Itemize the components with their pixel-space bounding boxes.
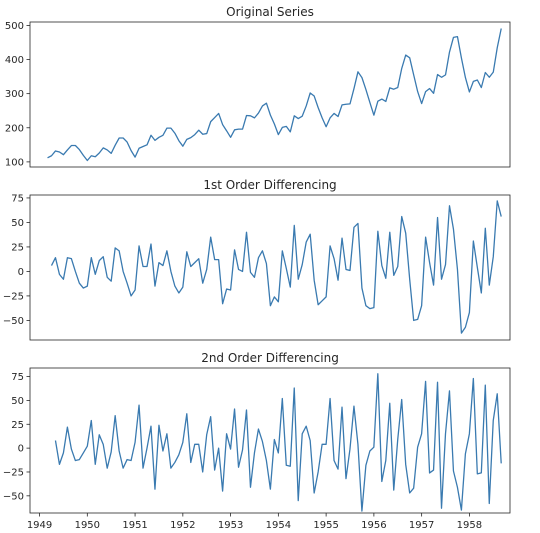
x-tick-label: 1952 (170, 520, 195, 531)
chart-panel-2: 1st Order Differencing −50 −25 0 25 50 75 (3, 178, 511, 341)
panel-title: Original Series (226, 5, 314, 19)
x-tick-label: 1955 (313, 520, 338, 531)
y-tick-label: 400 (5, 55, 24, 66)
y-tick-label: 300 (5, 89, 24, 100)
chart-panel-3: 2nd Order Differencing −50 −25 0 25 50 75 1949 1… (3, 351, 511, 531)
x-tick-label: 1954 (266, 520, 291, 531)
panel-title: 2nd Order Differencing (201, 351, 339, 365)
y-tick-label: 500 (5, 21, 24, 32)
y-tick-label: 25 (11, 242, 24, 253)
x-tick-label: 1956 (361, 520, 386, 531)
y-tick-label: 0 (18, 267, 24, 278)
y-tick-label: 200 (5, 123, 24, 134)
x-tick-label: 1953 (218, 520, 243, 531)
series-line-1 (54, 373, 502, 512)
x-tick-label: 1951 (122, 520, 147, 531)
y-tick-label: 75 (11, 372, 24, 383)
y-tick-label: 75 (11, 193, 24, 204)
y-tick-label: 50 (11, 218, 24, 229)
x-tick-label: 1949 (27, 520, 52, 531)
axes-frame (29, 367, 511, 514)
x-tick-label: 1957 (409, 520, 434, 531)
series-line-1 (50, 200, 502, 334)
x-tick-label: 1950 (75, 520, 100, 531)
panel-title: 1st Order Differencing (203, 178, 336, 192)
y-tick-label: 0 (18, 444, 24, 455)
x-tick-label: 1958 (457, 520, 482, 531)
y-tick-label: 50 (11, 396, 24, 407)
y-tick-label: −50 (3, 491, 24, 502)
y-tick-label: −25 (3, 291, 24, 302)
y-tick-label: 100 (5, 157, 24, 168)
series-line-1 (47, 28, 502, 162)
axes-frame (29, 21, 511, 168)
y-tick-label: 25 (11, 420, 24, 431)
chart-panel-1: Original Series 100 200 300 400 500 (5, 5, 511, 168)
y-tick-label: −25 (3, 467, 24, 478)
axes-frame (29, 194, 511, 341)
y-tick-label: −50 (3, 316, 24, 327)
